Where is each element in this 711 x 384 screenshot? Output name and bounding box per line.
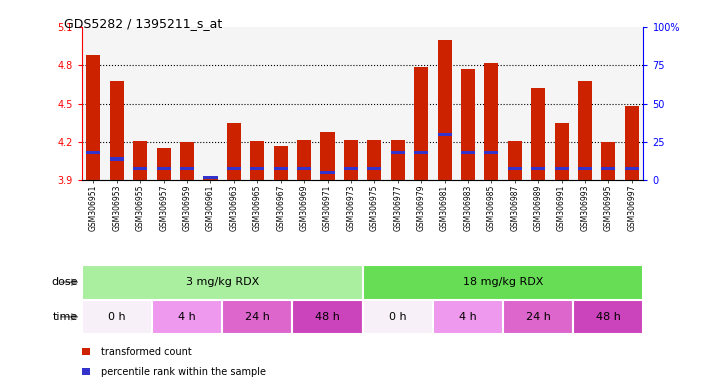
Bar (578, 81, 592, 180)
Bar (433, 300, 503, 334)
Bar (391, 151, 405, 154)
Bar (531, 88, 545, 180)
Bar (82, 300, 152, 334)
Text: 18 mg/kg RDX: 18 mg/kg RDX (463, 277, 543, 287)
Bar (203, 176, 218, 179)
Bar (344, 167, 358, 170)
Bar (156, 149, 171, 180)
Bar (152, 300, 222, 334)
Text: time: time (53, 312, 78, 322)
Bar (368, 139, 381, 180)
Bar (321, 171, 335, 174)
Text: 48 h: 48 h (315, 312, 340, 322)
Bar (180, 167, 194, 170)
Bar (292, 300, 363, 334)
Bar (602, 167, 616, 170)
Bar (274, 167, 288, 170)
Bar (274, 146, 288, 180)
Bar (414, 66, 428, 180)
Text: percentile rank within the sample: percentile rank within the sample (101, 366, 266, 377)
Bar (87, 151, 100, 154)
Bar (344, 139, 358, 180)
Bar (297, 167, 311, 170)
Bar (227, 167, 241, 170)
Text: 3 mg/kg RDX: 3 mg/kg RDX (186, 277, 259, 287)
Bar (203, 178, 218, 180)
Bar (461, 151, 475, 154)
Bar (363, 300, 433, 334)
Bar (297, 139, 311, 180)
Text: transformed count: transformed count (101, 346, 192, 357)
Bar (508, 167, 522, 170)
Bar (555, 167, 569, 170)
Bar (484, 63, 498, 180)
Bar (250, 141, 264, 180)
Bar (437, 40, 451, 180)
Bar (87, 55, 100, 180)
Bar (508, 141, 522, 180)
Bar (82, 265, 363, 300)
Bar (222, 300, 292, 334)
Text: 4 h: 4 h (459, 312, 477, 322)
Text: 4 h: 4 h (178, 312, 196, 322)
Text: GDS5282 / 1395211_s_at: GDS5282 / 1395211_s_at (64, 17, 223, 30)
Bar (503, 300, 573, 334)
Bar (437, 133, 451, 136)
Bar (180, 142, 194, 180)
Text: 0 h: 0 h (108, 312, 126, 322)
Bar (109, 157, 124, 161)
Bar (250, 167, 264, 170)
Text: 48 h: 48 h (596, 312, 621, 322)
Text: 24 h: 24 h (525, 312, 550, 322)
Bar (573, 300, 643, 334)
Bar (625, 106, 638, 180)
Bar (461, 69, 475, 180)
Text: dose: dose (52, 277, 78, 287)
Bar (368, 167, 381, 170)
Bar (133, 167, 147, 170)
Bar (109, 81, 124, 180)
Bar (555, 123, 569, 180)
Bar (321, 132, 335, 180)
Text: 24 h: 24 h (245, 312, 269, 322)
Bar (602, 142, 616, 180)
Bar (156, 167, 171, 170)
Bar (578, 167, 592, 170)
Text: 0 h: 0 h (389, 312, 407, 322)
Bar (133, 141, 147, 180)
Bar (414, 151, 428, 154)
Bar (391, 139, 405, 180)
Bar (363, 265, 643, 300)
Bar (484, 151, 498, 154)
Bar (531, 167, 545, 170)
Bar (227, 123, 241, 180)
Bar (625, 167, 638, 170)
